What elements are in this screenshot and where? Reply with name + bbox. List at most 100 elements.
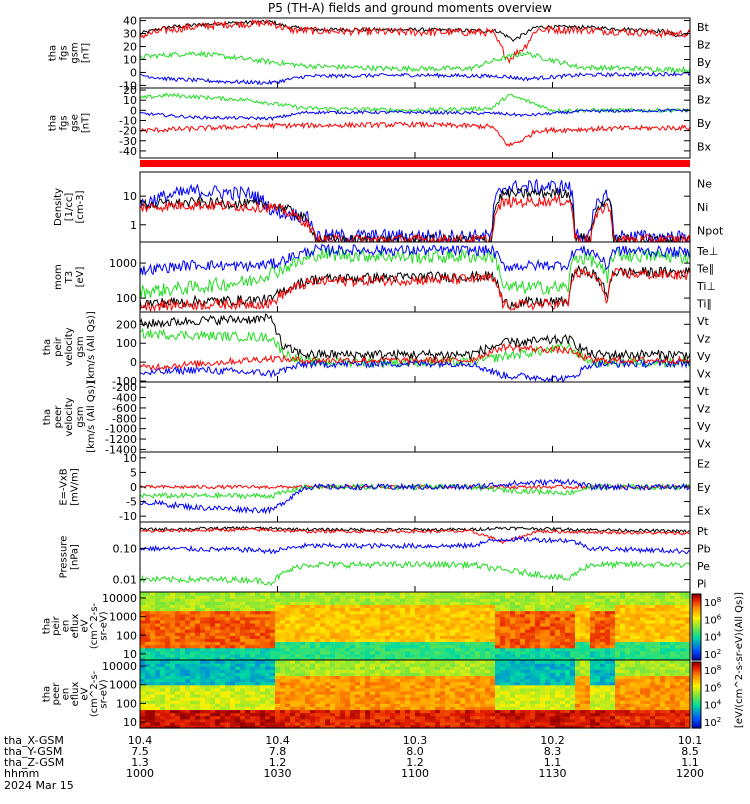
spectro-cell [590,592,596,596]
spectro-cell [325,660,331,664]
spectro-cell [640,592,646,596]
y-tick-label: 1 [130,219,137,232]
spectro-cell [515,592,521,596]
spectro-cell [340,660,346,664]
spectro-cell [165,660,171,664]
spectro-cell [160,592,166,596]
spectro-cell [630,592,636,596]
spectro-cell [250,592,256,596]
spectro-cell [265,660,271,664]
spectro-cell [270,660,276,664]
y-tick-label: 100 [116,337,137,350]
spectro-cell [215,660,221,664]
spectro-cell [320,660,326,664]
series-Vt [140,314,690,359]
y-tick-label: 0.01 [113,574,138,587]
spectro-cell [275,660,281,664]
spectro-cell [340,592,346,596]
spectro-cell [590,660,596,664]
legend-Bx: Bx [697,140,712,153]
series-group [140,480,690,513]
y-axis-label: velocity [64,327,75,366]
spectro-cell [240,660,246,664]
spectro-cell [670,592,676,596]
y-tick-label: 100 [116,292,137,305]
spectro-cell [535,660,541,664]
spectro-cell [155,660,161,664]
spectro-cell [570,592,576,596]
y-axis-label: tha [48,115,59,131]
spectro-cell [530,660,536,664]
spectro-cell [380,592,386,596]
spectro-cell [660,592,666,596]
y-tick-label: 1000 [109,611,137,624]
spectro-cell [475,660,481,664]
spectro-cell [310,660,316,664]
spectro-cell [650,592,656,596]
y-axis-label: [nT] [81,113,92,133]
spectro-cell [520,592,526,596]
spectro-cell [420,592,426,596]
y-tick-label: 200 [116,318,137,331]
spectro-cell [580,592,586,596]
spectro-cell [615,660,621,664]
spectro-cell [235,592,241,596]
spectro-cell [665,592,671,596]
y-axis-label: [eV] [75,267,86,288]
spectro-cell [295,592,301,596]
spectro-cell [225,592,231,596]
spectro-cell [470,660,476,664]
spectro-cell [600,660,606,664]
series-Pe [140,562,690,586]
series-Ti∥ [140,245,690,276]
series-Pb [140,528,690,543]
spectro-cell [355,660,361,664]
spectro-cell [510,660,516,664]
y-tick-label: 10 [123,190,137,203]
spectro-cell [500,660,506,664]
spectro-cell [655,592,661,596]
spectro-cell [380,660,386,664]
spectro-cell [415,660,421,664]
spectro-cell [490,592,496,596]
series-Bz [140,122,690,146]
legend-Vx: Vx [697,437,712,450]
spectro-cell [390,660,396,664]
spectro-cell [330,660,336,664]
spectro-cell [460,592,466,596]
spectro-cell [560,592,566,596]
spectro-cell [205,660,211,664]
y-axis-label: fgs [59,45,70,60]
series-group [140,527,690,586]
legend-Npot: Npot [697,224,724,237]
spectro-cell [490,660,496,664]
spectro-cell [610,660,616,664]
spectro-cell [595,592,601,596]
spectro-cell [585,660,591,664]
y-tick-label: 0 [130,481,137,494]
spectro-cell [605,592,611,596]
spectro-cell [430,660,436,664]
spectro-cell [190,592,196,596]
y-axis-label: gse [70,114,81,132]
spectro-cell [335,660,341,664]
spectro-cell [645,592,651,596]
spectro-cell [355,592,361,596]
spectro-cell [455,660,461,664]
spectro-cell [170,592,176,596]
y-axis-label: [km/s (All Qs)] [86,381,97,453]
spectro-cell [290,592,296,596]
legend-Te⊥: Te⊥ [696,245,718,258]
spectro-cell [285,660,291,664]
spectro-cell [160,660,166,664]
spectro-cell [540,592,546,596]
spectro-cell [370,592,376,596]
spectro-cell [425,660,431,664]
spectro-cell [440,592,446,596]
spectro-cell [305,660,311,664]
y-axis-label: mom [53,264,64,290]
y-axis-label: Density [53,188,64,226]
spectro-cell [385,592,391,596]
